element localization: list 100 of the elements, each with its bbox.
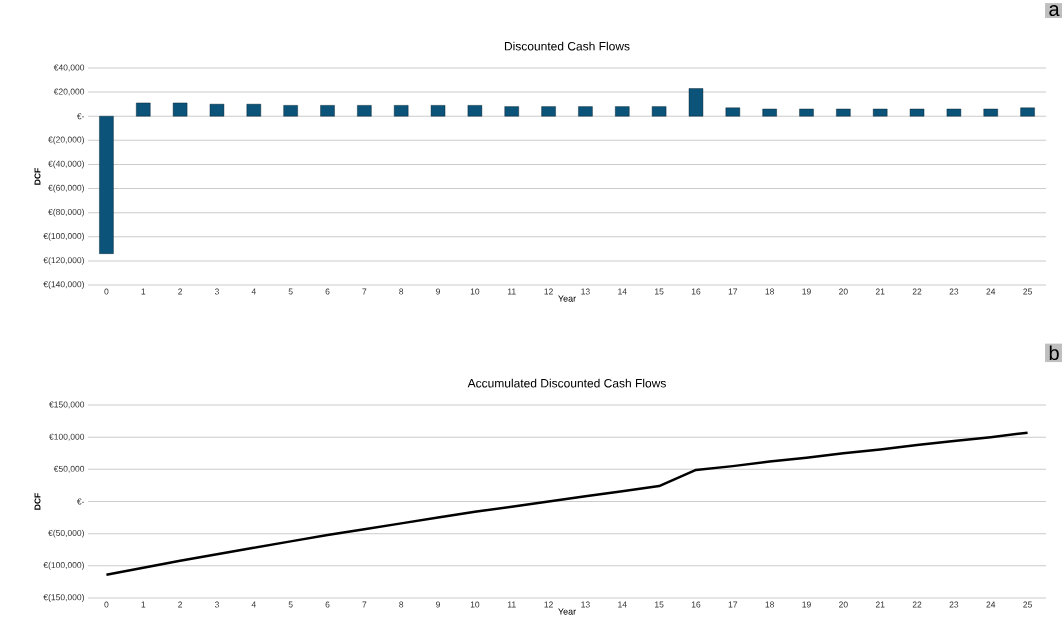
y-tick-label: €150,000 — [49, 401, 85, 409]
x-tick-label: 19 — [802, 601, 811, 608]
y-tick-label: €(20,000) — [48, 136, 84, 145]
y-tick-label: €(120,000) — [43, 256, 84, 265]
y-tick-label: €50,000 — [53, 465, 85, 473]
bar — [762, 108, 777, 117]
x-tick-label: 20 — [839, 601, 848, 608]
y-tick-label: €(140,000) — [43, 281, 84, 289]
y-axis-title: DCF — [34, 168, 41, 185]
x-tick-label: 7 — [362, 601, 367, 608]
x-tick-label: 3 — [214, 288, 219, 295]
x-tick-label: 22 — [912, 601, 922, 608]
x-tick-label: 6 — [325, 601, 330, 608]
bar — [909, 108, 925, 117]
x-tick-label: 10 — [470, 288, 480, 295]
x-tick-label: 2 — [178, 601, 183, 608]
x-tick-label: 9 — [436, 601, 441, 608]
x-tick-label: 16 — [691, 601, 701, 608]
x-tick-label: 1 — [141, 601, 146, 608]
x-tick-label: 22 — [912, 288, 922, 295]
bar — [836, 108, 851, 117]
bar — [99, 116, 114, 254]
y-tick-label: €(40,000) — [48, 160, 84, 169]
bar — [320, 105, 335, 117]
y-tick-label: €- — [76, 498, 85, 505]
x-tick-label: 18 — [765, 601, 775, 608]
bar — [246, 103, 262, 117]
x-tick-label: 12 — [544, 288, 553, 295]
bar — [799, 108, 814, 117]
x-tick-label: 21 — [875, 288, 885, 295]
x-tick-label: 17 — [728, 288, 738, 295]
x-tick-label: 25 — [1023, 288, 1032, 295]
x-tick-label: 13 — [581, 288, 590, 295]
bar — [578, 106, 593, 117]
x-tick-label: 4 — [251, 288, 256, 295]
y-tick-label: €(100,000) — [43, 561, 84, 570]
x-tick-label: 19 — [802, 288, 811, 295]
x-tick-label: 20 — [839, 288, 848, 295]
y-tick-label: €20,000 — [53, 88, 85, 96]
x-tick-label: 0 — [104, 601, 109, 608]
bar — [1020, 107, 1035, 117]
bar — [467, 105, 483, 117]
x-tick-label: 10 — [470, 601, 480, 608]
x-tick-label: 5 — [288, 601, 293, 608]
x-tick-label: 23 — [949, 601, 959, 608]
bar — [873, 108, 888, 117]
x-tick-label: 1 — [141, 288, 146, 295]
chart-title: Accumulated Discounted Cash Flows — [467, 378, 666, 388]
x-tick-label: 14 — [618, 601, 627, 608]
x-tick-label: 17 — [728, 601, 738, 608]
y-tick-label: €- — [76, 113, 85, 120]
x-tick-label: 3 — [214, 601, 219, 608]
y-tick-label: €(60,000) — [48, 184, 84, 193]
x-tick-label: 0 — [104, 288, 109, 295]
bar — [651, 106, 667, 117]
x-tick-label: 6 — [325, 288, 330, 295]
x-tick-label: 4 — [251, 601, 256, 608]
bar — [688, 88, 704, 117]
x-tick-label: 15 — [655, 288, 664, 295]
x-tick-label: 21 — [875, 601, 885, 608]
bar — [172, 102, 188, 117]
bar — [209, 103, 225, 117]
bar — [430, 105, 446, 117]
x-tick-label: 11 — [507, 288, 516, 295]
bar — [504, 106, 519, 117]
bar — [983, 108, 998, 117]
x-tick-label: 9 — [436, 288, 441, 295]
bar — [283, 105, 298, 117]
x-tick-label: 14 — [618, 288, 627, 295]
bar — [541, 106, 556, 117]
x-axis-title: Year — [558, 608, 576, 615]
x-tick-label: 7 — [362, 288, 367, 295]
bar — [615, 106, 630, 117]
x-tick-label: 23 — [949, 288, 959, 295]
bar — [946, 108, 962, 117]
text: a — [1049, 5, 1060, 17]
x-tick-label: 16 — [691, 288, 701, 295]
bar — [725, 107, 741, 117]
x-tick-label: 25 — [1023, 601, 1032, 608]
text: b — [1049, 345, 1059, 361]
y-axis-title: DCF — [34, 493, 41, 510]
x-tick-label: 8 — [399, 601, 404, 608]
x-tick-label: 12 — [544, 601, 553, 608]
chart-title: Discounted Cash Flows — [504, 41, 630, 51]
x-tick-label: 18 — [765, 288, 775, 295]
y-tick-label: €(80,000) — [48, 208, 84, 217]
x-tick-label: 13 — [581, 601, 590, 608]
x-tick-label: 24 — [986, 288, 996, 295]
x-axis-title: Year — [558, 295, 576, 302]
y-tick-label: €100,000 — [49, 433, 85, 441]
bar — [394, 105, 409, 117]
x-tick-label: 11 — [507, 601, 516, 608]
x-tick-label: 2 — [178, 288, 183, 295]
bar — [136, 102, 151, 117]
y-tick-label: €(50,000) — [48, 529, 84, 538]
x-tick-label: 24 — [986, 601, 996, 608]
y-tick-label: €40,000 — [53, 64, 85, 72]
x-tick-label: 15 — [655, 601, 664, 608]
y-tick-label: €(150,000) — [43, 594, 84, 602]
y-tick-label: €(100,000) — [43, 232, 84, 241]
